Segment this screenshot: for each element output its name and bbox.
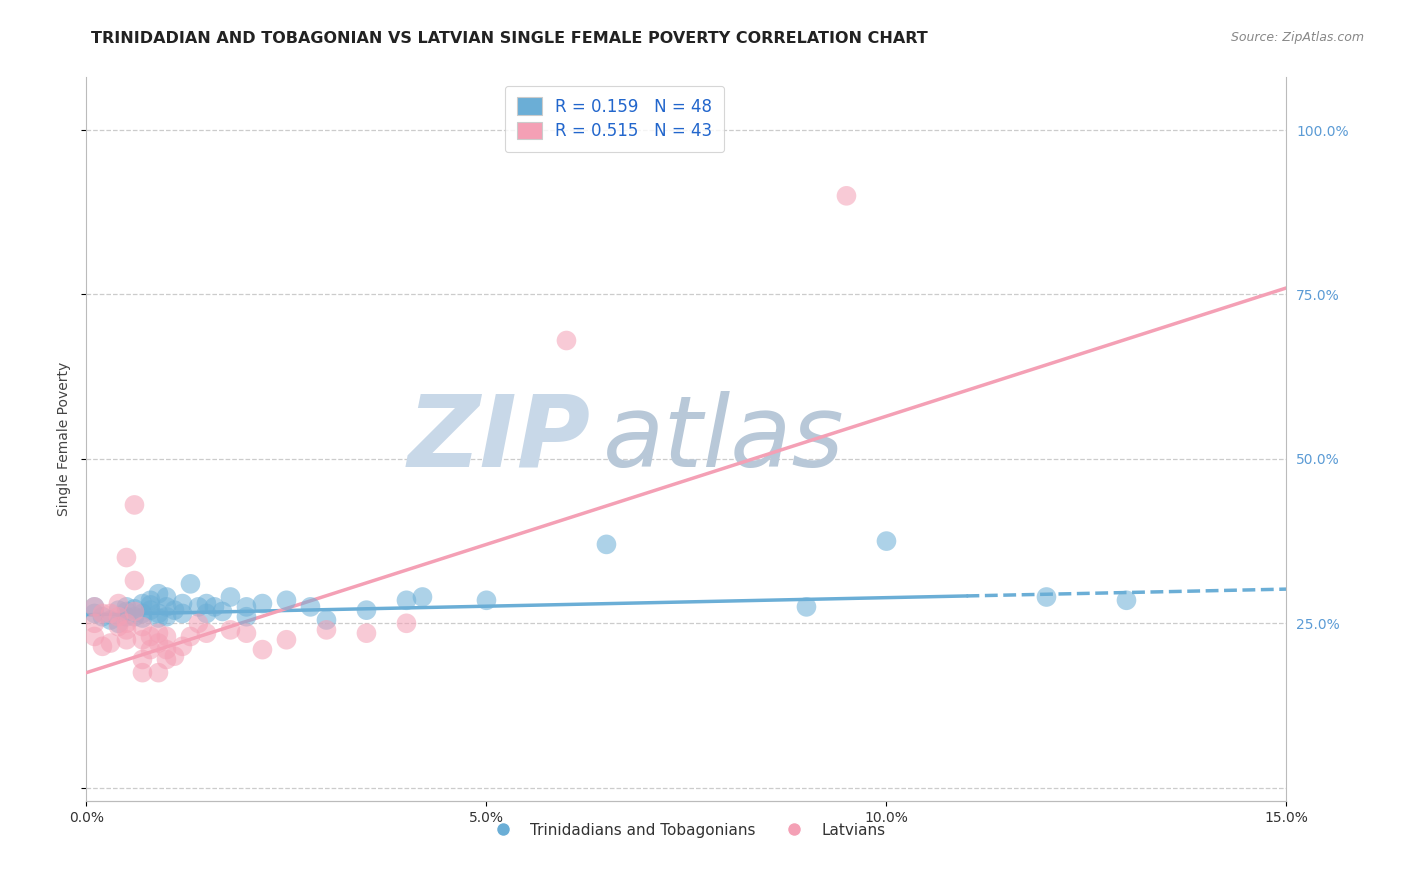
Point [276,632,298,647]
Point [155,652,177,666]
Point [1115,593,1137,607]
Point [83,607,105,621]
Point [83,599,105,614]
Point [187,599,209,614]
Point [875,534,897,549]
Point [107,619,129,633]
Point [411,590,433,604]
Point [91,609,114,624]
Point [219,590,242,604]
Point [835,189,858,203]
Legend: Trinidadians and Tobagonians, Latvians: Trinidadians and Tobagonians, Latvians [481,817,891,844]
Point [115,550,138,565]
Point [155,609,177,624]
Text: Source: ZipAtlas.com: Source: ZipAtlas.com [1230,31,1364,45]
Point [148,665,170,680]
Point [219,623,242,637]
Point [179,630,201,644]
Point [179,577,201,591]
Point [100,636,122,650]
Point [276,593,298,607]
Point [139,630,162,644]
Point [124,574,146,588]
Point [155,599,177,614]
Point [115,599,138,614]
Point [235,609,257,624]
Point [252,642,274,657]
Point [172,597,194,611]
Point [100,613,122,627]
Point [195,626,218,640]
Point [475,593,498,607]
Point [115,632,138,647]
Point [155,590,177,604]
Text: atlas: atlas [602,391,844,488]
Point [124,609,146,624]
Point [235,599,257,614]
Point [356,626,378,640]
Point [100,607,122,621]
Point [107,603,129,617]
Point [395,616,418,631]
Point [131,652,153,666]
Point [139,593,162,607]
Point [139,642,162,657]
Point [131,619,153,633]
Point [131,607,153,621]
Point [124,602,146,616]
Point [163,649,186,664]
Y-axis label: Single Female Poverty: Single Female Poverty [58,362,72,516]
Point [83,616,105,631]
Point [124,605,146,619]
Point [115,616,138,631]
Point [315,623,337,637]
Point [172,607,194,621]
Point [83,599,105,614]
Point [315,613,337,627]
Point [148,626,170,640]
Point [131,665,153,680]
Point [124,498,146,512]
Point [83,630,105,644]
Point [115,605,138,619]
Point [139,598,162,612]
Point [1035,590,1057,604]
Point [107,616,129,631]
Point [195,607,218,621]
Text: ZIP: ZIP [408,391,591,488]
Point [131,632,153,647]
Point [91,607,114,621]
Point [131,611,153,625]
Point [195,597,218,611]
Text: TRINIDADIAN AND TOBAGONIAN VS LATVIAN SINGLE FEMALE POVERTY CORRELATION CHART: TRINIDADIAN AND TOBAGONIAN VS LATVIAN SI… [91,31,928,46]
Point [796,599,818,614]
Point [107,609,129,624]
Point [555,334,578,348]
Point [148,607,170,621]
Point [163,603,186,617]
Point [299,599,322,614]
Point [148,611,170,625]
Point [211,605,233,619]
Point [595,537,617,551]
Point [395,593,418,607]
Point [235,626,257,640]
Point [91,640,114,654]
Point [115,623,138,637]
Point [115,609,138,624]
Point [107,597,129,611]
Point [148,587,170,601]
Point [139,603,162,617]
Point [131,597,153,611]
Point [148,636,170,650]
Point [204,599,226,614]
Point [155,642,177,657]
Point [155,630,177,644]
Point [187,616,209,631]
Point [252,597,274,611]
Point [356,603,378,617]
Point [172,640,194,654]
